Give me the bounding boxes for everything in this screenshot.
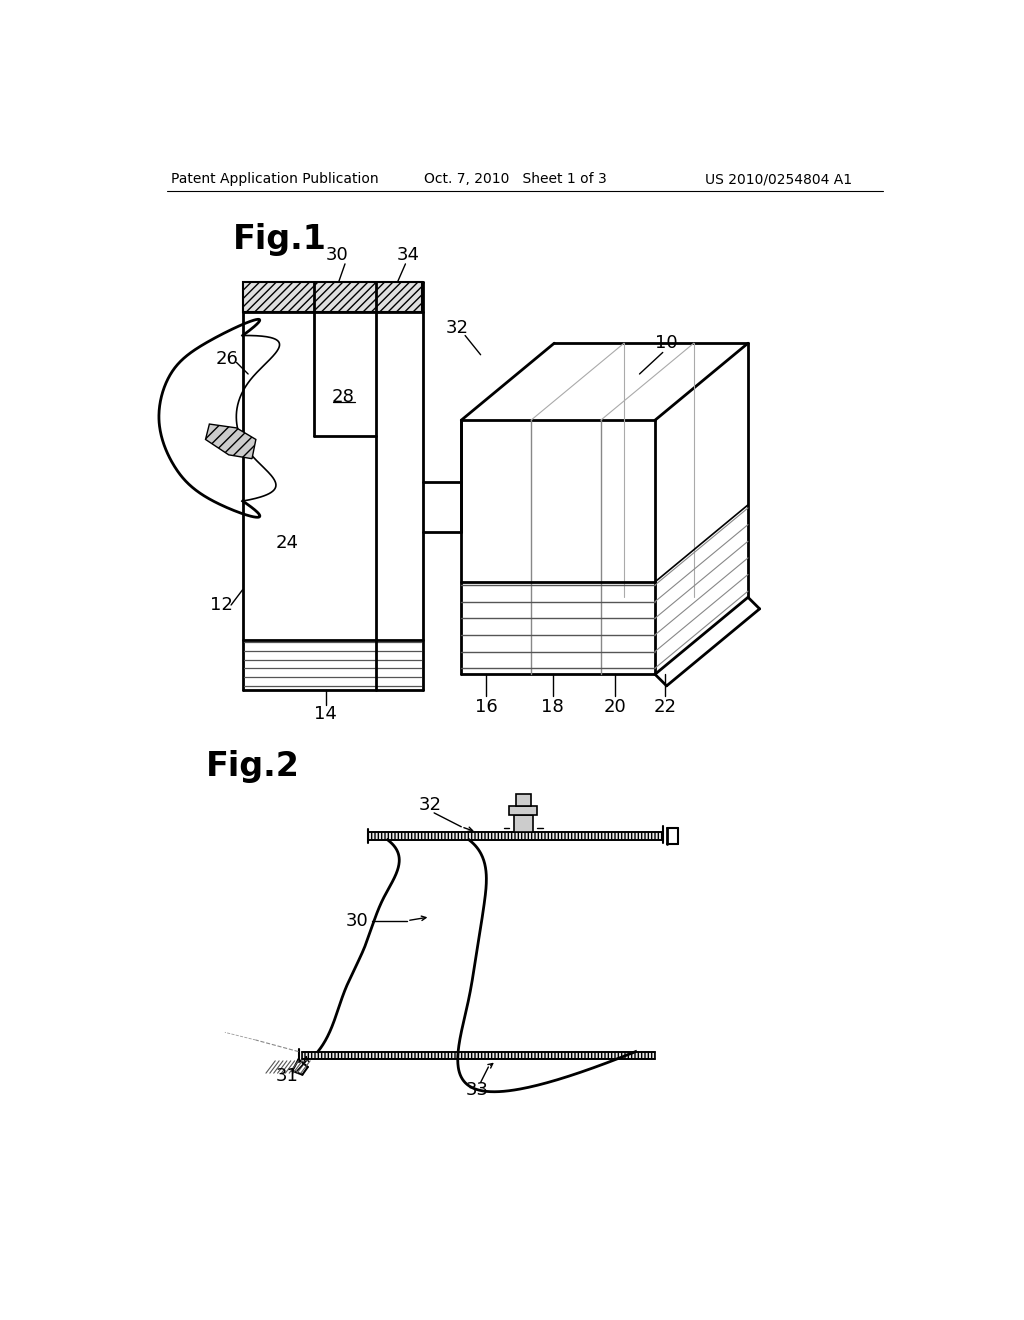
Text: 33: 33 (465, 1081, 488, 1100)
Bar (515, 793, 531, 807)
Text: 18: 18 (542, 698, 564, 715)
Text: Fig.2: Fig.2 (206, 750, 299, 783)
Text: US 2010/0254804 A1: US 2010/0254804 A1 (706, 172, 853, 186)
Text: 30: 30 (326, 246, 348, 264)
Text: 12: 12 (210, 597, 232, 614)
Bar (509, 807, 538, 816)
Bar (302, 1052, 655, 1059)
Text: 16: 16 (475, 698, 498, 715)
Text: 34: 34 (397, 246, 420, 264)
Text: 14: 14 (314, 705, 337, 723)
Text: 30: 30 (345, 912, 369, 929)
Text: 26: 26 (216, 350, 239, 367)
Polygon shape (206, 424, 256, 459)
Text: Oct. 7, 2010   Sheet 1 of 3: Oct. 7, 2010 Sheet 1 of 3 (424, 172, 607, 186)
Text: 22: 22 (653, 698, 677, 715)
Bar (369, 832, 663, 840)
Text: 32: 32 (445, 319, 469, 337)
Bar (244, 282, 422, 313)
Text: 20: 20 (603, 698, 626, 715)
Text: 31: 31 (275, 1068, 298, 1085)
Text: Patent Application Publication: Patent Application Publication (171, 172, 379, 186)
Text: Fig.1: Fig.1 (232, 223, 327, 256)
Bar (514, 816, 532, 832)
Text: 24: 24 (275, 535, 298, 552)
Text: 28: 28 (332, 388, 355, 407)
Text: 32: 32 (419, 796, 441, 814)
Text: 10: 10 (655, 334, 678, 352)
